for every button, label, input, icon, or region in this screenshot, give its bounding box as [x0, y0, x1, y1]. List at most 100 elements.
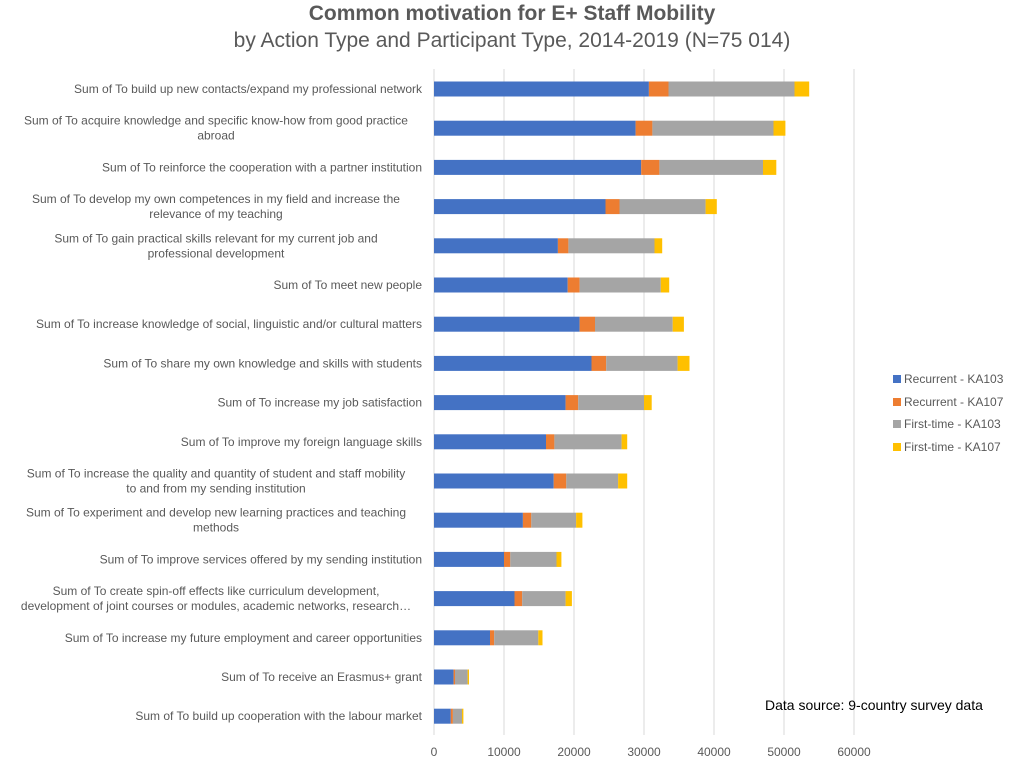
bar-segment	[763, 159, 777, 175]
legend-item: Recurrent - KA107	[893, 391, 1003, 414]
category-label: Sum of To increase my future employment …	[65, 631, 422, 645]
bar-segment	[453, 669, 455, 685]
legend-swatch	[893, 397, 901, 406]
category-label-line: Sum of To receive an Erasmus+ grant	[221, 670, 423, 684]
bar-segment	[434, 551, 504, 567]
bar-segment	[522, 512, 532, 528]
bar-segment	[434, 708, 451, 724]
bar-segment	[578, 395, 644, 411]
category-labels: Sum of To build up new contacts/expand m…	[21, 82, 423, 723]
category-label-line: methods	[193, 521, 239, 535]
bar-segment	[605, 199, 620, 215]
x-tick-label: 0	[431, 745, 438, 759]
legend-item: Recurrent - KA103	[893, 368, 1003, 391]
legend-swatch	[893, 420, 901, 429]
chart-title: Common motivation for E+ Staff Mobility	[308, 2, 716, 25]
bar-segment	[557, 238, 569, 254]
x-tick-label: 20000	[557, 745, 591, 759]
x-tick-label: 40000	[697, 745, 731, 759]
bar-segment	[554, 434, 622, 450]
bar-segment	[618, 473, 628, 489]
x-tick-label: 60000	[837, 745, 871, 759]
legend-label: Recurrent - KA107	[904, 394, 1004, 409]
bar-segment	[531, 512, 577, 528]
bar-segment	[660, 277, 670, 293]
bar-segment	[773, 120, 786, 136]
category-label: Sum of To develop my own competences in …	[32, 192, 400, 221]
category-label: Sum of To create spin-off effects like c…	[21, 584, 411, 613]
bar-segment	[434, 669, 454, 685]
legend-label: First-time - KA103	[904, 417, 1001, 432]
bar-segment	[621, 434, 628, 450]
bar-segment	[434, 238, 558, 254]
category-label: Sum of To gain practical skills relevant…	[54, 231, 377, 260]
category-label-line: Sum of To develop my own competences in …	[32, 192, 400, 206]
bar-segment	[455, 669, 468, 685]
category-label-line: Sum of To increase knowledge of social, …	[36, 317, 422, 331]
bar-segment	[556, 551, 562, 567]
legend-swatch	[893, 375, 901, 384]
category-label-line: Sum of To share my own knowledge and ski…	[103, 356, 422, 370]
bar-segment	[546, 434, 555, 450]
bar-segment	[522, 591, 566, 607]
category-label-line: to and from my sending institution	[126, 482, 305, 496]
category-label-line: professional development	[148, 246, 285, 260]
bar-segment	[644, 395, 652, 411]
bar-segment	[591, 355, 607, 371]
bar-segment	[668, 81, 795, 97]
bar-segment	[538, 630, 543, 646]
bar-segment	[619, 199, 706, 215]
bar-segment	[434, 81, 649, 97]
bar-segment	[659, 159, 763, 175]
bar-segment	[553, 473, 567, 489]
category-label: Sum of To meet new people	[273, 278, 422, 292]
category-label-line: Sum of To improve services offered by my…	[100, 552, 422, 566]
bar-segment	[434, 316, 580, 332]
bar-segment	[434, 199, 606, 215]
category-label-line: Sum of To increase my job satisfaction	[217, 396, 422, 410]
legend-swatch	[893, 442, 901, 451]
category-label: Sum of To build up new contacts/expand m…	[74, 82, 423, 96]
bar-segment	[579, 316, 595, 332]
category-label: Sum of To reinforce the cooperation with…	[102, 160, 422, 174]
bar-segment	[434, 159, 642, 175]
bar-segment	[434, 630, 490, 646]
x-tick-label: 10000	[487, 745, 521, 759]
x-tick-label: 30000	[627, 745, 661, 759]
category-label: Sum of To increase knowledge of social, …	[36, 317, 422, 331]
bar-segment	[510, 551, 557, 567]
gridlines	[433, 69, 855, 735]
bar-segment	[434, 395, 566, 411]
bar-segment	[514, 591, 523, 607]
category-label-line: Sum of To increase my future employment …	[65, 631, 422, 645]
legend-item: First-time - KA103	[893, 413, 1003, 436]
bar-segment	[576, 512, 583, 528]
bar-segment	[504, 551, 511, 567]
bar-segment	[434, 277, 568, 293]
category-label-line: Sum of To experiment and develop new lea…	[26, 506, 406, 520]
bar-segment	[677, 355, 690, 371]
bar-segment	[434, 591, 515, 607]
category-label-line: abroad	[197, 129, 234, 143]
category-label-line: Sum of To reinforce the cooperation with…	[102, 160, 422, 174]
data-source-note: Data source: 9-country survey data	[765, 697, 983, 713]
category-label: Sum of To build up cooperation with the …	[135, 709, 422, 723]
bar-segment	[434, 512, 523, 528]
bar-segment	[606, 355, 678, 371]
category-label-line: Sum of To gain practical skills relevant…	[54, 231, 377, 245]
category-label-line: Sum of To build up cooperation with the …	[135, 709, 422, 723]
bar-segment	[565, 395, 579, 411]
category-label-line: Sum of To create spin-off effects like c…	[53, 584, 380, 598]
x-tick-label: 50000	[767, 745, 801, 759]
category-label: Sum of To experiment and develop new lea…	[26, 506, 406, 535]
legend: Recurrent - KA103 Recurrent - KA107 First-…	[893, 368, 1003, 458]
category-label-line: relevance of my teaching	[149, 207, 282, 221]
bar-segment	[452, 708, 462, 724]
category-label-line: Sum of To improve my foreign language sk…	[181, 435, 422, 449]
bar-segment	[467, 669, 469, 685]
bar-segment	[579, 277, 661, 293]
legend-item: First-time - KA107	[893, 436, 1003, 459]
bar-segment	[434, 434, 546, 450]
bar-segment	[568, 238, 655, 254]
